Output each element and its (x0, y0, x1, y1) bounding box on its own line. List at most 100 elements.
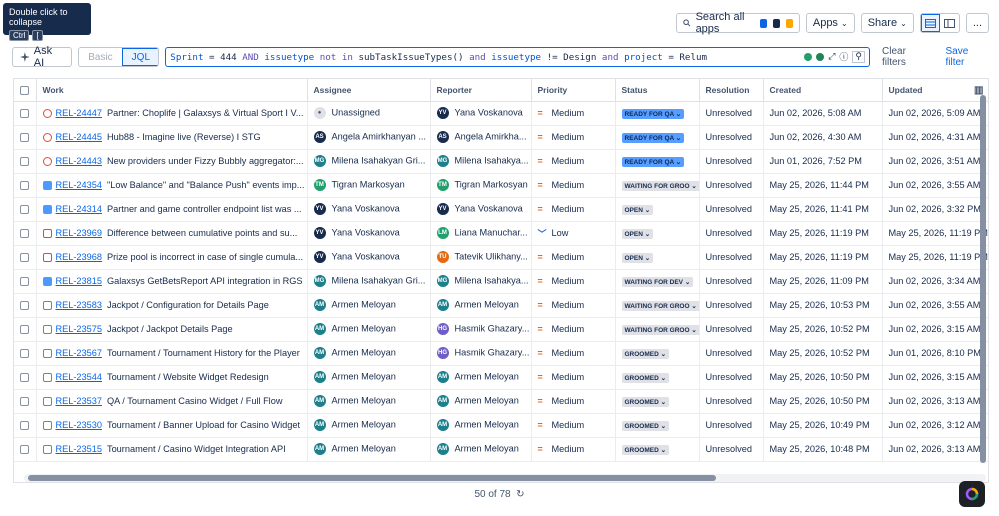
jql-mode-button[interactable]: JQL (121, 48, 159, 66)
table-row[interactable]: REL-23537 QA / Tournament Casino Widget /… (14, 389, 988, 414)
table-row[interactable]: REL-23575 Jackpot / Jackpot Details Page … (14, 317, 988, 342)
issue-summary[interactable]: Jackpot / Jackpot Details Page (106, 323, 233, 334)
priority-cell[interactable]: = Medium (531, 269, 616, 294)
row-checkbox[interactable] (20, 205, 29, 215)
status-cell[interactable]: OPEN ⌄ (615, 197, 700, 222)
table-row[interactable]: REL-24447 Partner: Choplife | Galaxsys & … (14, 101, 988, 126)
reload-icon[interactable]: ↻ (516, 489, 525, 500)
issue-key-link[interactable]: REL-23537 (55, 395, 102, 406)
status-lozenge[interactable]: WAITING FOR GROO ⌄ (621, 180, 698, 191)
assignee-cell[interactable]: YV Yana Voskanova (307, 221, 431, 246)
issue-summary[interactable]: "Low Balance" and "Balance Push" events … (106, 179, 305, 190)
status-lozenge[interactable]: WAITING FOR GROO ⌄ (621, 300, 698, 311)
row-checkbox[interactable] (20, 157, 29, 167)
clear-filters-button[interactable]: Clear filters (882, 46, 906, 68)
reporter-cell[interactable]: AM Armen Meloyan (430, 293, 532, 318)
issue-key-link[interactable]: REL-24354 (55, 179, 102, 190)
column-header-status[interactable]: Status (615, 79, 700, 102)
status-lozenge[interactable]: GROOMED ⌄ (621, 444, 670, 455)
table-row[interactable]: REL-23969 Difference between cumulative p… (14, 221, 988, 246)
status-lozenge[interactable]: READY FOR QA ⌄ (621, 132, 685, 143)
status-lozenge[interactable]: READY FOR QA ⌄ (621, 156, 685, 167)
assignee-cell[interactable]: AM Armen Meloyan (307, 317, 431, 342)
priority-cell[interactable]: = Medium (531, 149, 616, 174)
status-lozenge[interactable]: OPEN ⌄ (621, 204, 654, 215)
status-cell[interactable]: READY FOR QA ⌄ (615, 101, 700, 126)
status-cell[interactable]: GROOMED ⌄ (615, 413, 700, 438)
status-lozenge[interactable]: WAITING FOR DEV ⌄ (621, 276, 694, 287)
issue-key-link[interactable]: REL-23567 (55, 347, 102, 358)
issue-key-link[interactable]: REL-24314 (55, 203, 102, 214)
save-filter-button[interactable]: Save filter (945, 46, 969, 68)
help-icon[interactable]: ⓘ (839, 53, 849, 63)
refresh-icon[interactable] (816, 52, 825, 61)
table-row[interactable]: REL-23968 Prize pool is incorrect in case… (14, 245, 988, 270)
status-cell[interactable]: OPEN ⌄ (615, 221, 700, 246)
table-row[interactable]: REL-24445 Hub88 - Imagine live (Reverse) … (14, 125, 988, 150)
issue-summary[interactable]: Tournament / Website Widget Redesign (106, 371, 269, 382)
reporter-cell[interactable]: AM Armen Meloyan (430, 365, 532, 390)
column-header-resolution[interactable]: Resolution (699, 79, 764, 102)
row-checkbox[interactable] (20, 373, 29, 383)
priority-cell[interactable]: = Medium (531, 413, 616, 438)
assignee-cell[interactable]: ● Unassigned (307, 101, 431, 126)
issue-key-link[interactable]: REL-23575 (55, 323, 102, 334)
row-checkbox[interactable] (20, 109, 29, 119)
assignee-cell[interactable]: AM Armen Meloyan (307, 413, 431, 438)
table-row[interactable]: REL-23815 Galaxsys GetBetsReport API inte… (14, 269, 988, 294)
search-submit-icon[interactable]: ⚲ (852, 50, 865, 63)
issue-key-link[interactable]: REL-24445 (55, 131, 102, 142)
row-checkbox[interactable] (20, 325, 29, 335)
assignee-cell[interactable]: AM Armen Meloyan (307, 389, 431, 414)
table-row[interactable]: REL-24443 New providers under Fizzy Bubbl… (14, 149, 988, 174)
priority-cell[interactable]: = Medium (531, 365, 616, 390)
vertical-scrollbar[interactable] (980, 95, 986, 467)
status-lozenge[interactable]: READY FOR QA ⌄ (621, 108, 685, 119)
assignee-cell[interactable]: AM Armen Meloyan (307, 341, 431, 366)
search-apps-button[interactable]: Search all apps (675, 11, 800, 35)
issue-key-link[interactable]: REL-23515 (55, 443, 102, 454)
reporter-cell[interactable]: MG Milena Isahakya... (430, 269, 532, 294)
issue-summary[interactable]: Partner and game controller endpoint lis… (106, 203, 302, 214)
expand-icon[interactable]: ⤢ (828, 51, 836, 62)
status-cell[interactable]: WAITING FOR GROO ⌄ (615, 317, 700, 342)
more-actions-button[interactable]: ... (965, 13, 989, 33)
issue-summary[interactable]: Tournament / Banner Upload for Casino Wi… (106, 419, 301, 430)
priority-cell[interactable]: = Medium (531, 437, 616, 462)
reporter-cell[interactable]: MG Milena Isahakya... (430, 149, 532, 174)
status-lozenge[interactable]: GROOMED ⌄ (621, 348, 670, 359)
horizontal-scrollbar[interactable] (24, 474, 986, 482)
assignee-cell[interactable]: YV Yana Voskanova (307, 245, 431, 270)
row-checkbox[interactable] (20, 181, 29, 191)
column-header-work[interactable]: Work (36, 79, 308, 102)
row-checkbox[interactable] (20, 253, 29, 263)
row-checkbox[interactable] (20, 133, 29, 143)
table-row[interactable]: REL-24314 Partner and game controller end… (14, 197, 988, 222)
assignee-cell[interactable]: AS Angela Amirkhanyan ... (307, 125, 431, 150)
issue-key-link[interactable]: REL-24443 (55, 155, 102, 166)
status-lozenge[interactable]: GROOMED ⌄ (621, 396, 670, 407)
priority-cell[interactable]: = Medium (531, 101, 616, 126)
status-cell[interactable]: READY FOR QA ⌄ (615, 149, 700, 174)
table-row[interactable]: REL-23544 Tournament / Website Widget Red… (14, 365, 988, 390)
priority-cell[interactable]: = Medium (531, 293, 616, 318)
issue-summary[interactable]: Jackpot / Configuration for Details Page (106, 299, 269, 310)
status-cell[interactable]: GROOMED ⌄ (615, 389, 700, 414)
assignee-cell[interactable]: MG Milena Isahakyan Gri... (307, 149, 431, 174)
status-lozenge[interactable]: OPEN ⌄ (621, 228, 654, 239)
table-row[interactable]: REL-23583 Jackpot / Configuration for Det… (14, 293, 988, 318)
horizontal-scroll-thumb[interactable] (28, 475, 716, 481)
issue-key-link[interactable]: REL-23968 (55, 251, 102, 262)
reporter-cell[interactable]: LM Liana Manuchar... (430, 221, 532, 246)
priority-cell[interactable]: = Medium (531, 317, 616, 342)
reporter-cell[interactable]: HG Hasmik Ghazary... (430, 341, 532, 366)
row-checkbox[interactable] (20, 277, 29, 287)
column-picker-icon[interactable]: ▥ (974, 84, 984, 96)
assignee-cell[interactable]: AM Armen Meloyan (307, 437, 431, 462)
issue-summary[interactable]: Galaxsys GetBetsReport API integration i… (106, 275, 303, 286)
priority-cell[interactable]: = Medium (531, 389, 616, 414)
priority-cell[interactable]: = Medium (531, 245, 616, 270)
issue-key-link[interactable]: REL-24447 (55, 107, 102, 118)
table-row[interactable]: REL-23515 Tournament / Casino Widget Inte… (14, 437, 988, 462)
vertical-scroll-thumb[interactable] (980, 95, 986, 463)
